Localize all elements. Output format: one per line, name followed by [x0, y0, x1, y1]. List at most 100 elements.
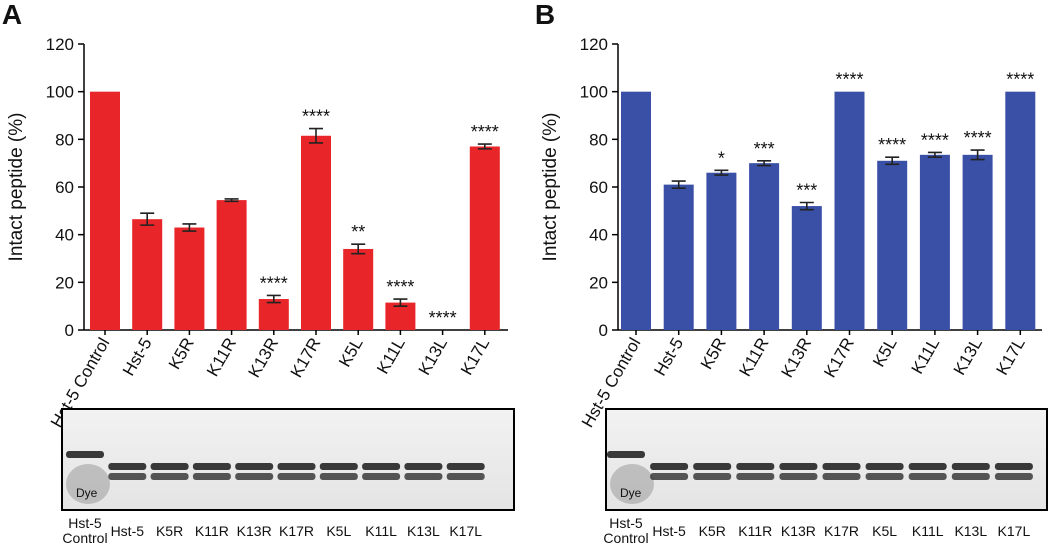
gel-band [650, 473, 689, 480]
y-tick-label: 20 [589, 273, 608, 292]
bar [343, 248, 374, 330]
bar [1005, 91, 1036, 331]
y-tick-label: 40 [55, 226, 74, 245]
gel-band [994, 473, 1033, 480]
significance: **** [302, 107, 330, 127]
gel-dye [66, 464, 110, 504]
gel-band [277, 463, 316, 470]
gel-band [822, 473, 861, 480]
x-tick-label: K17R [287, 335, 325, 381]
gel-lane-label: K11L [912, 523, 944, 539]
gel-lane-label: K5R [156, 523, 183, 539]
significance: **** [1006, 70, 1034, 90]
error-bar [970, 149, 985, 161]
bar [749, 163, 780, 330]
bar [132, 219, 163, 330]
error-bar [927, 151, 942, 159]
gel-lane-label: K17R [824, 523, 859, 539]
y-tick-label: 40 [589, 226, 608, 245]
x-tick-label: K5R [165, 335, 198, 373]
error-bar [182, 223, 197, 232]
y-tick-label: 100 [46, 83, 74, 102]
y-tick-label: 20 [55, 273, 74, 292]
y-axis-label: Intact peptide (%) [6, 113, 27, 262]
y-tick-label: 0 [65, 321, 74, 340]
error-bar [224, 198, 239, 203]
y-tick-label: 100 [580, 83, 608, 102]
gel-lane-label: K13R [781, 523, 816, 539]
gel-lane-label: K5L [872, 523, 897, 539]
gel-band [446, 473, 485, 480]
x-tick-label: Hst-5 [650, 335, 687, 380]
x-tick-label: K5R [697, 335, 730, 373]
bar [174, 227, 205, 330]
error-bar [714, 169, 729, 176]
significance: **** [260, 273, 288, 293]
gel-band [362, 463, 401, 470]
bar [385, 302, 416, 330]
gel-band [404, 473, 443, 480]
gel-lane-label: K5R [699, 523, 726, 539]
significance: *** [796, 180, 817, 200]
error-bar [393, 298, 408, 307]
bar [877, 160, 908, 330]
gel-band [736, 473, 775, 480]
y-tick-label: 120 [580, 35, 608, 54]
bar [962, 154, 993, 330]
x-tick-label: K11L [908, 335, 944, 378]
gel-band [404, 463, 443, 470]
gel-lane-label: K5L [326, 523, 351, 539]
bar [919, 154, 950, 330]
x-tick-label: K13R [778, 335, 816, 381]
gel-band [779, 463, 818, 470]
y-axis-label: Intact peptide (%) [540, 113, 561, 262]
x-tick-label: K13L [950, 335, 986, 379]
error-bar [309, 127, 323, 144]
error-bar [885, 156, 900, 166]
error-bar [799, 201, 814, 211]
gel-image [605, 408, 1048, 511]
gel-lane-label: Hst-5 [111, 523, 145, 539]
gel-lane-label: Hst-5 [652, 523, 686, 539]
gel-band [951, 473, 990, 480]
gel-band [277, 473, 316, 480]
significance: *** [754, 139, 775, 159]
x-tick-label: Hst-5 [119, 335, 156, 380]
x-tick-label: K17L [992, 335, 1028, 379]
panel-label: A [2, 0, 22, 30]
significance: **** [429, 308, 457, 328]
error-bar [757, 159, 772, 167]
significance: **** [878, 135, 906, 155]
bar [301, 135, 331, 330]
gel-lane-label: K17L [449, 523, 482, 539]
gel-band [235, 463, 274, 470]
gel-lane-label: K13L [954, 523, 987, 539]
significance: **** [471, 122, 499, 142]
significance: ** [351, 222, 365, 242]
gel-band [108, 473, 147, 480]
gel-band [650, 463, 689, 470]
gel-lane-label: Hst-5 Control [62, 515, 107, 546]
bar [791, 206, 822, 330]
significance: **** [921, 130, 949, 150]
gel-lane-label: K11L [365, 523, 397, 539]
x-tick-label: K11L [373, 335, 409, 378]
gel-band [607, 451, 645, 458]
gel-band [235, 473, 274, 480]
gel-lane-label: Hst-5 Control [603, 515, 648, 546]
significance: **** [835, 70, 863, 90]
gel-band [319, 463, 358, 470]
y-tick-label: 80 [55, 130, 74, 149]
gel-band [779, 473, 818, 480]
error-bar [140, 212, 155, 226]
gel-band [319, 473, 358, 480]
gel-band [736, 463, 775, 470]
gel-band [150, 463, 189, 470]
error-bar [266, 294, 281, 304]
bar [706, 172, 737, 330]
gel-band [192, 463, 231, 470]
gel-band [446, 463, 485, 470]
bar [834, 91, 865, 331]
gel-band [66, 451, 104, 458]
